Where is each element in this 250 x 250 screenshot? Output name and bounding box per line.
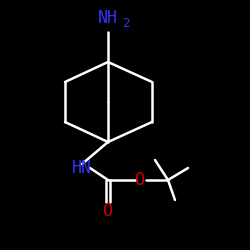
Text: O: O xyxy=(103,202,113,220)
Text: HN: HN xyxy=(72,159,92,177)
Text: NH: NH xyxy=(98,9,118,27)
Text: 2: 2 xyxy=(122,17,130,30)
Text: O: O xyxy=(135,171,145,189)
